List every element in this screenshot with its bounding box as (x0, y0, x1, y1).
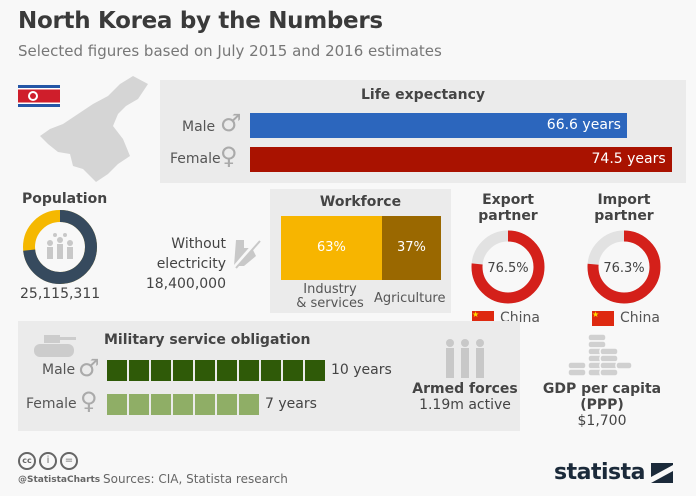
export-value: 76.5% (487, 261, 528, 276)
workforce-panel: Workforce 63% 37% Industry & services Agr… (270, 189, 451, 313)
military-year-square (283, 360, 303, 381)
export-donut: 76.5% (471, 230, 545, 304)
without-electricity-value: 18,400,000 (145, 276, 226, 292)
statista-logo-text: statista (554, 460, 645, 485)
agriculture-label: Agriculture (374, 291, 446, 306)
page-subtitle: Selected figures based on July 2015 and … (18, 42, 442, 60)
female-label: Female (170, 151, 221, 167)
male-label: Male (182, 119, 216, 135)
import-donut: 76.3% (587, 230, 661, 304)
workforce-title: Workforce (319, 194, 402, 210)
industry-label-line1: Industry (303, 282, 357, 297)
without-electricity-label: Without electricity (156, 236, 226, 272)
china-flag-icon: ★ (592, 310, 614, 326)
life-expectancy-title: Life expectancy (360, 87, 486, 103)
tank-icon (34, 335, 76, 357)
military-year-square (107, 394, 127, 415)
sources: Sources: CIA, Statista research (103, 472, 288, 486)
military-year-square (195, 394, 215, 415)
statista-logo-icon (650, 462, 673, 483)
cc-icon: cc (18, 452, 36, 470)
workforce-bar-agriculture: 37% (381, 216, 441, 280)
female-symbol-icon: ♀ (80, 387, 98, 415)
no-derivatives-icon: = (60, 452, 78, 470)
gdp-value: $1,700 (577, 413, 627, 429)
workforce-bar-industry: 63% (281, 216, 382, 280)
life-expectancy-panel: Life expectancy Male ♂ Female ♀ 66.6 yea… (160, 80, 686, 183)
female-symbol-icon: ♀ (220, 142, 238, 170)
import-partner: Import partner 76.3% ★ China (568, 192, 680, 326)
page-title: North Korea by the Numbers (18, 8, 383, 34)
industry-label: Industry & services (292, 283, 368, 311)
military-year-square (151, 360, 171, 381)
license-icons: cc i = (18, 452, 78, 470)
without-electricity-text: Without electricity 18,400,000 (100, 234, 226, 294)
military-year-square (305, 360, 325, 381)
armed-forces-title: Armed forces (412, 381, 518, 397)
import-country: China (620, 310, 660, 326)
military-year-square (217, 394, 237, 415)
coins-icon (567, 333, 633, 377)
male-symbol-icon: ♂ (78, 354, 100, 382)
military-male-label: Male (42, 362, 76, 378)
military-panel: Military service obligation Male ♂ Femal… (18, 321, 520, 431)
life-bar-female: 74.5 years (250, 147, 672, 172)
gdp-title: GDP per capita (PPP) (542, 381, 662, 413)
military-year-square (151, 394, 171, 415)
import-value: 76.3% (603, 261, 644, 276)
military-female-value: 7 years (265, 396, 317, 412)
military-year-square (129, 394, 149, 415)
people-icon (47, 233, 73, 259)
north-korea-map-icon (40, 76, 148, 182)
military-year-square (129, 360, 149, 381)
population-total: 25,115,311 (20, 286, 101, 302)
statista-logo[interactable]: statista (554, 460, 673, 485)
export-partner: Export partner 76.5% ★ China (452, 192, 564, 326)
import-title: Import partner (594, 192, 654, 224)
export-donut-arc (471, 230, 545, 304)
population-donut-no-electricity (23, 210, 97, 284)
twitter-handle: @StatistaCharts (18, 475, 101, 485)
military-male-value: 10 years (331, 362, 392, 378)
military-title: Military service obligation (104, 332, 311, 348)
military-year-square (261, 360, 281, 381)
military-year-square (239, 394, 259, 415)
attribution-icon: i (39, 452, 57, 470)
north-korea-flag-icon (18, 85, 60, 107)
male-symbol-icon: ♂ (220, 109, 242, 137)
military-year-square (173, 394, 193, 415)
population-title: Population (22, 191, 108, 207)
armed-forces-value: 1.19m active (419, 397, 511, 413)
military-year-square (107, 360, 127, 381)
import-donut-arc (587, 230, 661, 304)
soldiers-icon (446, 339, 484, 378)
population-donut (23, 210, 97, 284)
industry-label-line2: & services (296, 296, 364, 311)
military-year-square (173, 360, 193, 381)
military-female-label: Female (26, 396, 77, 412)
unplugged-icon (232, 236, 262, 270)
military-year-square (195, 360, 215, 381)
military-year-square (217, 360, 237, 381)
export-title: Export partner (478, 192, 538, 224)
military-year-square (239, 360, 259, 381)
life-bar-male: 66.6 years (250, 113, 627, 138)
